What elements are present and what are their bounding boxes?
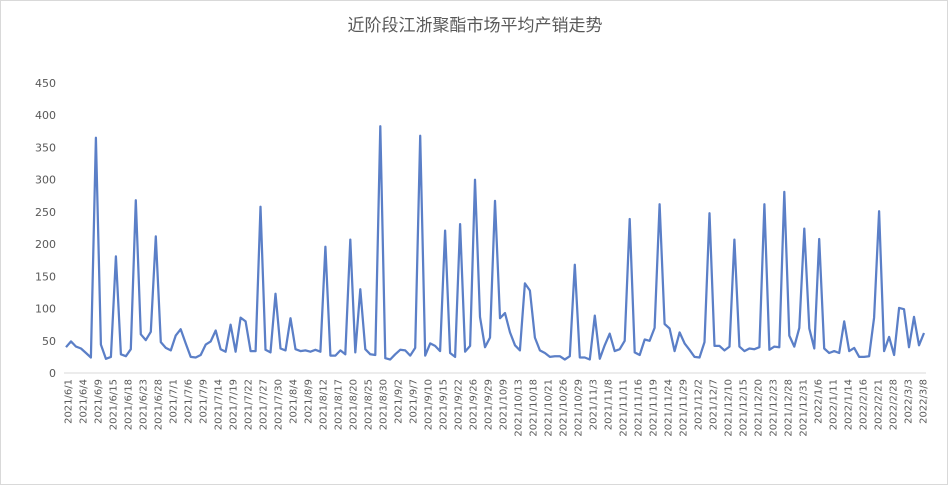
- x-tick-label: 2021/9/2: [394, 379, 405, 424]
- x-tick-label: 2022/1/11: [829, 379, 840, 430]
- x-tick-label: 2021/7/19: [229, 379, 240, 430]
- y-tick-label: 200: [35, 238, 56, 251]
- x-tick-label: 2022/3/3: [904, 379, 915, 424]
- x-tick-label: 2021/12/10: [724, 379, 735, 437]
- x-tick-label: 2021/6/23: [139, 379, 150, 430]
- y-tick-label: 400: [35, 109, 56, 122]
- x-tick-label: 2021/10/29: [574, 379, 585, 437]
- x-tick-label: 2021/11/8: [604, 379, 615, 430]
- x-tick-label: 2021/12/7: [709, 379, 720, 430]
- x-tick-label: 2021/12/28: [784, 379, 795, 437]
- x-tick-label: 2021/6/28: [154, 379, 165, 430]
- x-tick-label: 2021/11/11: [619, 379, 630, 437]
- x-tick-label: 2021/8/30: [379, 379, 390, 430]
- x-tick-label: 2021/10/9: [499, 379, 510, 430]
- x-tick-label: 2021/10/26: [559, 379, 570, 437]
- x-tick-label: 2021/6/4: [79, 379, 90, 424]
- x-tick-label: 2021/8/17: [334, 379, 345, 430]
- x-tick-label: 2021/12/20: [754, 379, 765, 437]
- x-tick-label: 2021/8/20: [349, 379, 360, 430]
- x-tick-label: 2022/2/16: [859, 379, 870, 430]
- x-tick-label: 2021/6/15: [109, 379, 120, 430]
- y-tick-label: 350: [35, 141, 56, 154]
- x-tick-label: 2021/9/29: [484, 379, 495, 430]
- y-tick-label: 100: [35, 303, 56, 316]
- y-tick-label: 250: [35, 206, 56, 219]
- x-tick-label: 2021/12/31: [799, 379, 810, 437]
- x-tick-label: 2021/7/27: [259, 379, 270, 430]
- x-tick-label: 2021/9/26: [469, 379, 480, 430]
- x-tick-label: 2021/9/15: [439, 379, 450, 430]
- x-tick-label: 2021/11/3: [589, 379, 600, 430]
- x-tick-label: 2021/7/30: [274, 379, 285, 430]
- series-line: [65, 125, 926, 361]
- y-tick-label: 450: [35, 77, 56, 90]
- x-tick-label: 2021/11/16: [634, 379, 645, 437]
- x-tick-label: 2021/6/1: [64, 379, 75, 424]
- x-tick-label: 2021/6/18: [124, 379, 135, 430]
- x-tick-label: 2021/9/10: [424, 379, 435, 430]
- x-tick-label: 2021/11/19: [649, 379, 660, 437]
- x-tick-label: 2021/8/12: [319, 379, 330, 430]
- y-tick-label: 50: [42, 335, 56, 348]
- y-tick-label: 150: [35, 270, 56, 283]
- x-tick-label: 2021/7/22: [244, 379, 255, 430]
- chart-title: 近阶段江浙聚酯市场平均产销走势: [347, 16, 603, 36]
- x-tick-label: 2021/8/25: [364, 379, 375, 430]
- x-tick-label: 2021/12/2: [694, 379, 705, 430]
- x-tick-label: 2021/8/9: [304, 379, 315, 424]
- x-tick-label: 2021/7/14: [214, 379, 225, 430]
- x-tick-label: 2021/10/21: [544, 379, 555, 437]
- x-tick-label: 2022/1/6: [814, 379, 825, 424]
- x-tick-label: 2021/7/9: [199, 379, 210, 424]
- x-tick-label: 2021/7/6: [184, 379, 195, 424]
- x-tick-label: 2022/2/28: [889, 379, 900, 430]
- x-tick-label: 2021/11/29: [679, 379, 690, 437]
- x-tick-label: 2021/10/18: [529, 379, 540, 437]
- x-tick-label: 2021/11/24: [664, 379, 675, 437]
- x-tick-label: 2021/8/4: [289, 379, 300, 424]
- x-tick-label: 2021/9/22: [454, 379, 465, 430]
- y-tick-label: 300: [35, 174, 56, 187]
- x-tick-label: 2021/12/23: [769, 379, 780, 437]
- x-tick-label: 2022/2/21: [874, 379, 885, 430]
- x-tick-label: 2021/9/7: [409, 379, 420, 424]
- x-tick-label: 2021/6/9: [94, 379, 105, 424]
- x-tick-label: 2021/10/13: [514, 379, 525, 437]
- x-tick-label: 2022/3/8: [919, 379, 930, 424]
- y-tick-label: 0: [49, 367, 56, 380]
- x-tick-label: 2021/12/15: [739, 379, 750, 437]
- x-tick-label: 2022/1/14: [844, 379, 855, 430]
- x-tick-label: 2021/7/1: [169, 379, 180, 424]
